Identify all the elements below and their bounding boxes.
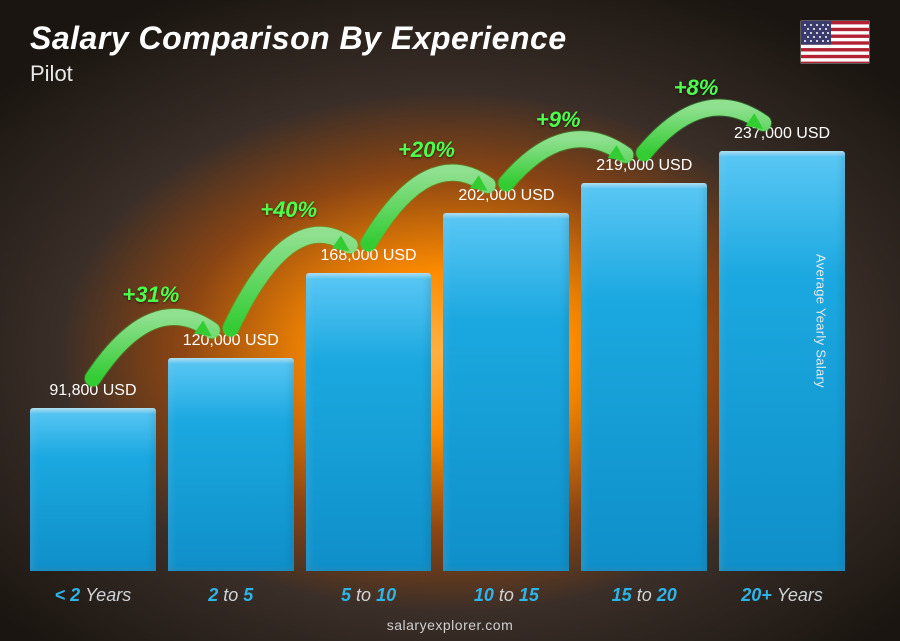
growth-percent-label: +8% (674, 75, 719, 101)
y-axis-label: Average Yearly Salary (814, 254, 829, 388)
growth-arrow-icon (0, 0, 900, 641)
footer-text: salaryexplorer.com (0, 617, 900, 633)
